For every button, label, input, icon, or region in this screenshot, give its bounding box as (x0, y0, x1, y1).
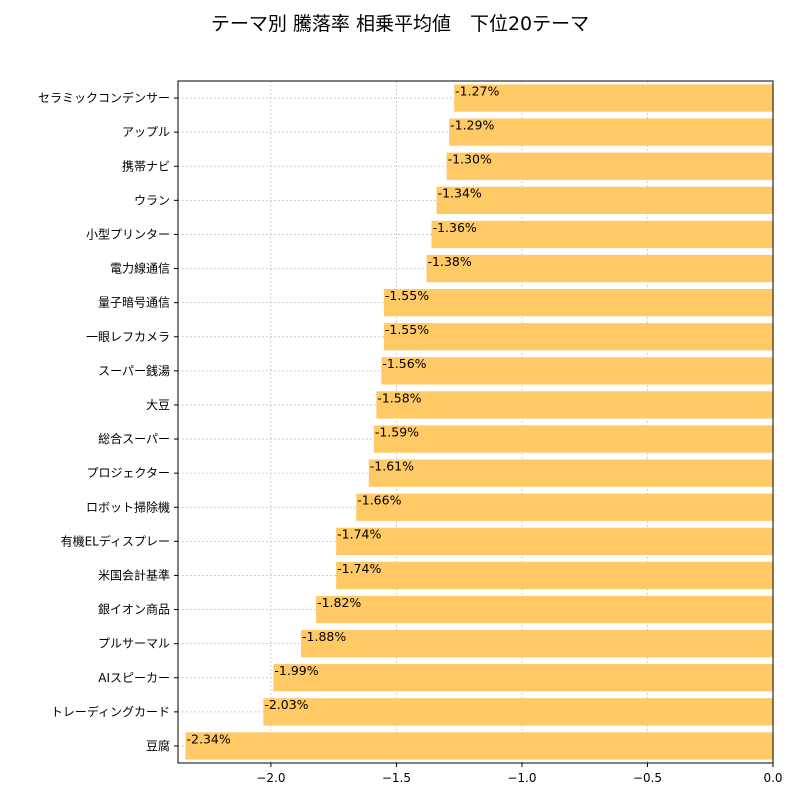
bar (373, 425, 773, 453)
grid-layer (178, 81, 774, 763)
category-label: 豆腐 (146, 738, 170, 753)
category-label: 総合スーパー (98, 431, 170, 446)
category-label: 一眼レフカメラ (86, 330, 170, 344)
x-tick-label: −2.0 (256, 771, 285, 785)
category-label: ロボット掃除機 (86, 499, 170, 514)
category-label: 銀イオン商品 (98, 602, 170, 617)
x-tick-label: 0.0 (763, 771, 782, 785)
data-label: -1.36% (433, 220, 477, 235)
data-label: -1.74% (337, 527, 381, 542)
bar (426, 254, 773, 283)
data-label: -1.58% (377, 390, 421, 405)
category-labels-layer: セラミックコンデンサーアップル携帯ナビウラン小型プリンター電力線通信量子暗号通信… (38, 90, 178, 753)
bar (383, 323, 773, 351)
data-label: -1.66% (357, 493, 401, 508)
bar (301, 630, 773, 658)
category-label: 携帯ナビ (122, 158, 170, 173)
data-label: -1.61% (370, 459, 414, 474)
bar (431, 220, 773, 249)
bar (454, 84, 773, 112)
category-label: 量子暗号通信 (98, 295, 170, 310)
category-label: アップル (122, 125, 170, 139)
bar (336, 527, 773, 555)
data-label: -1.30% (448, 152, 492, 167)
bar (336, 561, 773, 590)
bar (383, 289, 773, 317)
x-tick-layer: −2.0 −1.5 −1.0 −0.5 0.0 (256, 763, 783, 785)
x-tick-label: −0.5 (633, 771, 662, 785)
data-label: -2.03% (264, 697, 308, 712)
x-tick-label: −1.0 (507, 771, 536, 785)
bar (263, 698, 773, 726)
plot-frame (177, 80, 774, 764)
data-label: -1.82% (317, 595, 361, 610)
data-label: -1.59% (375, 424, 419, 439)
category-label: トレーディングカード (51, 704, 170, 719)
bar (376, 391, 773, 419)
data-label: -1.99% (274, 663, 318, 678)
category-label: セラミックコンデンサー (38, 90, 170, 105)
category-label: プロジェクター (86, 466, 170, 480)
category-label: プルサーマル (98, 637, 170, 651)
bar (185, 732, 774, 760)
data-label: -1.56% (382, 356, 426, 371)
data-label: -1.74% (337, 561, 381, 576)
bar (356, 493, 773, 521)
category-label: AIスピーカー (98, 671, 170, 685)
bar (316, 595, 773, 624)
bar (436, 186, 773, 214)
data-label: -1.38% (428, 254, 472, 269)
category-label: 電力線通信 (110, 261, 170, 276)
bar (381, 357, 773, 385)
bar (273, 664, 773, 692)
bars-layer (185, 84, 774, 760)
data-label: -1.55% (385, 288, 429, 303)
chart-title: テーマ別 騰落率 相乗平均値 下位20テーマ (211, 13, 589, 35)
data-labels-layer: -1.27% -1.29% -1.30% -1.34% -1.36% -1.38% -1.5… (187, 83, 500, 746)
data-label: -2.34% (187, 731, 231, 746)
category-label: スーパー銭湯 (98, 363, 170, 378)
category-label: 米国会計基準 (98, 567, 170, 582)
category-label: 小型プリンター (86, 227, 170, 241)
x-tick-label: −1.5 (382, 771, 411, 785)
bar (368, 459, 773, 487)
category-label: 大豆 (146, 398, 170, 412)
data-label: -1.55% (385, 322, 429, 337)
data-label: -1.27% (455, 83, 499, 98)
data-label: -1.88% (302, 629, 346, 644)
category-label: 有機ELディスプレー (61, 533, 170, 548)
data-label: -1.34% (438, 186, 482, 201)
category-label: ウラン (134, 193, 170, 207)
data-label: -1.29% (450, 118, 494, 133)
bar (446, 152, 773, 180)
bar (449, 118, 773, 146)
